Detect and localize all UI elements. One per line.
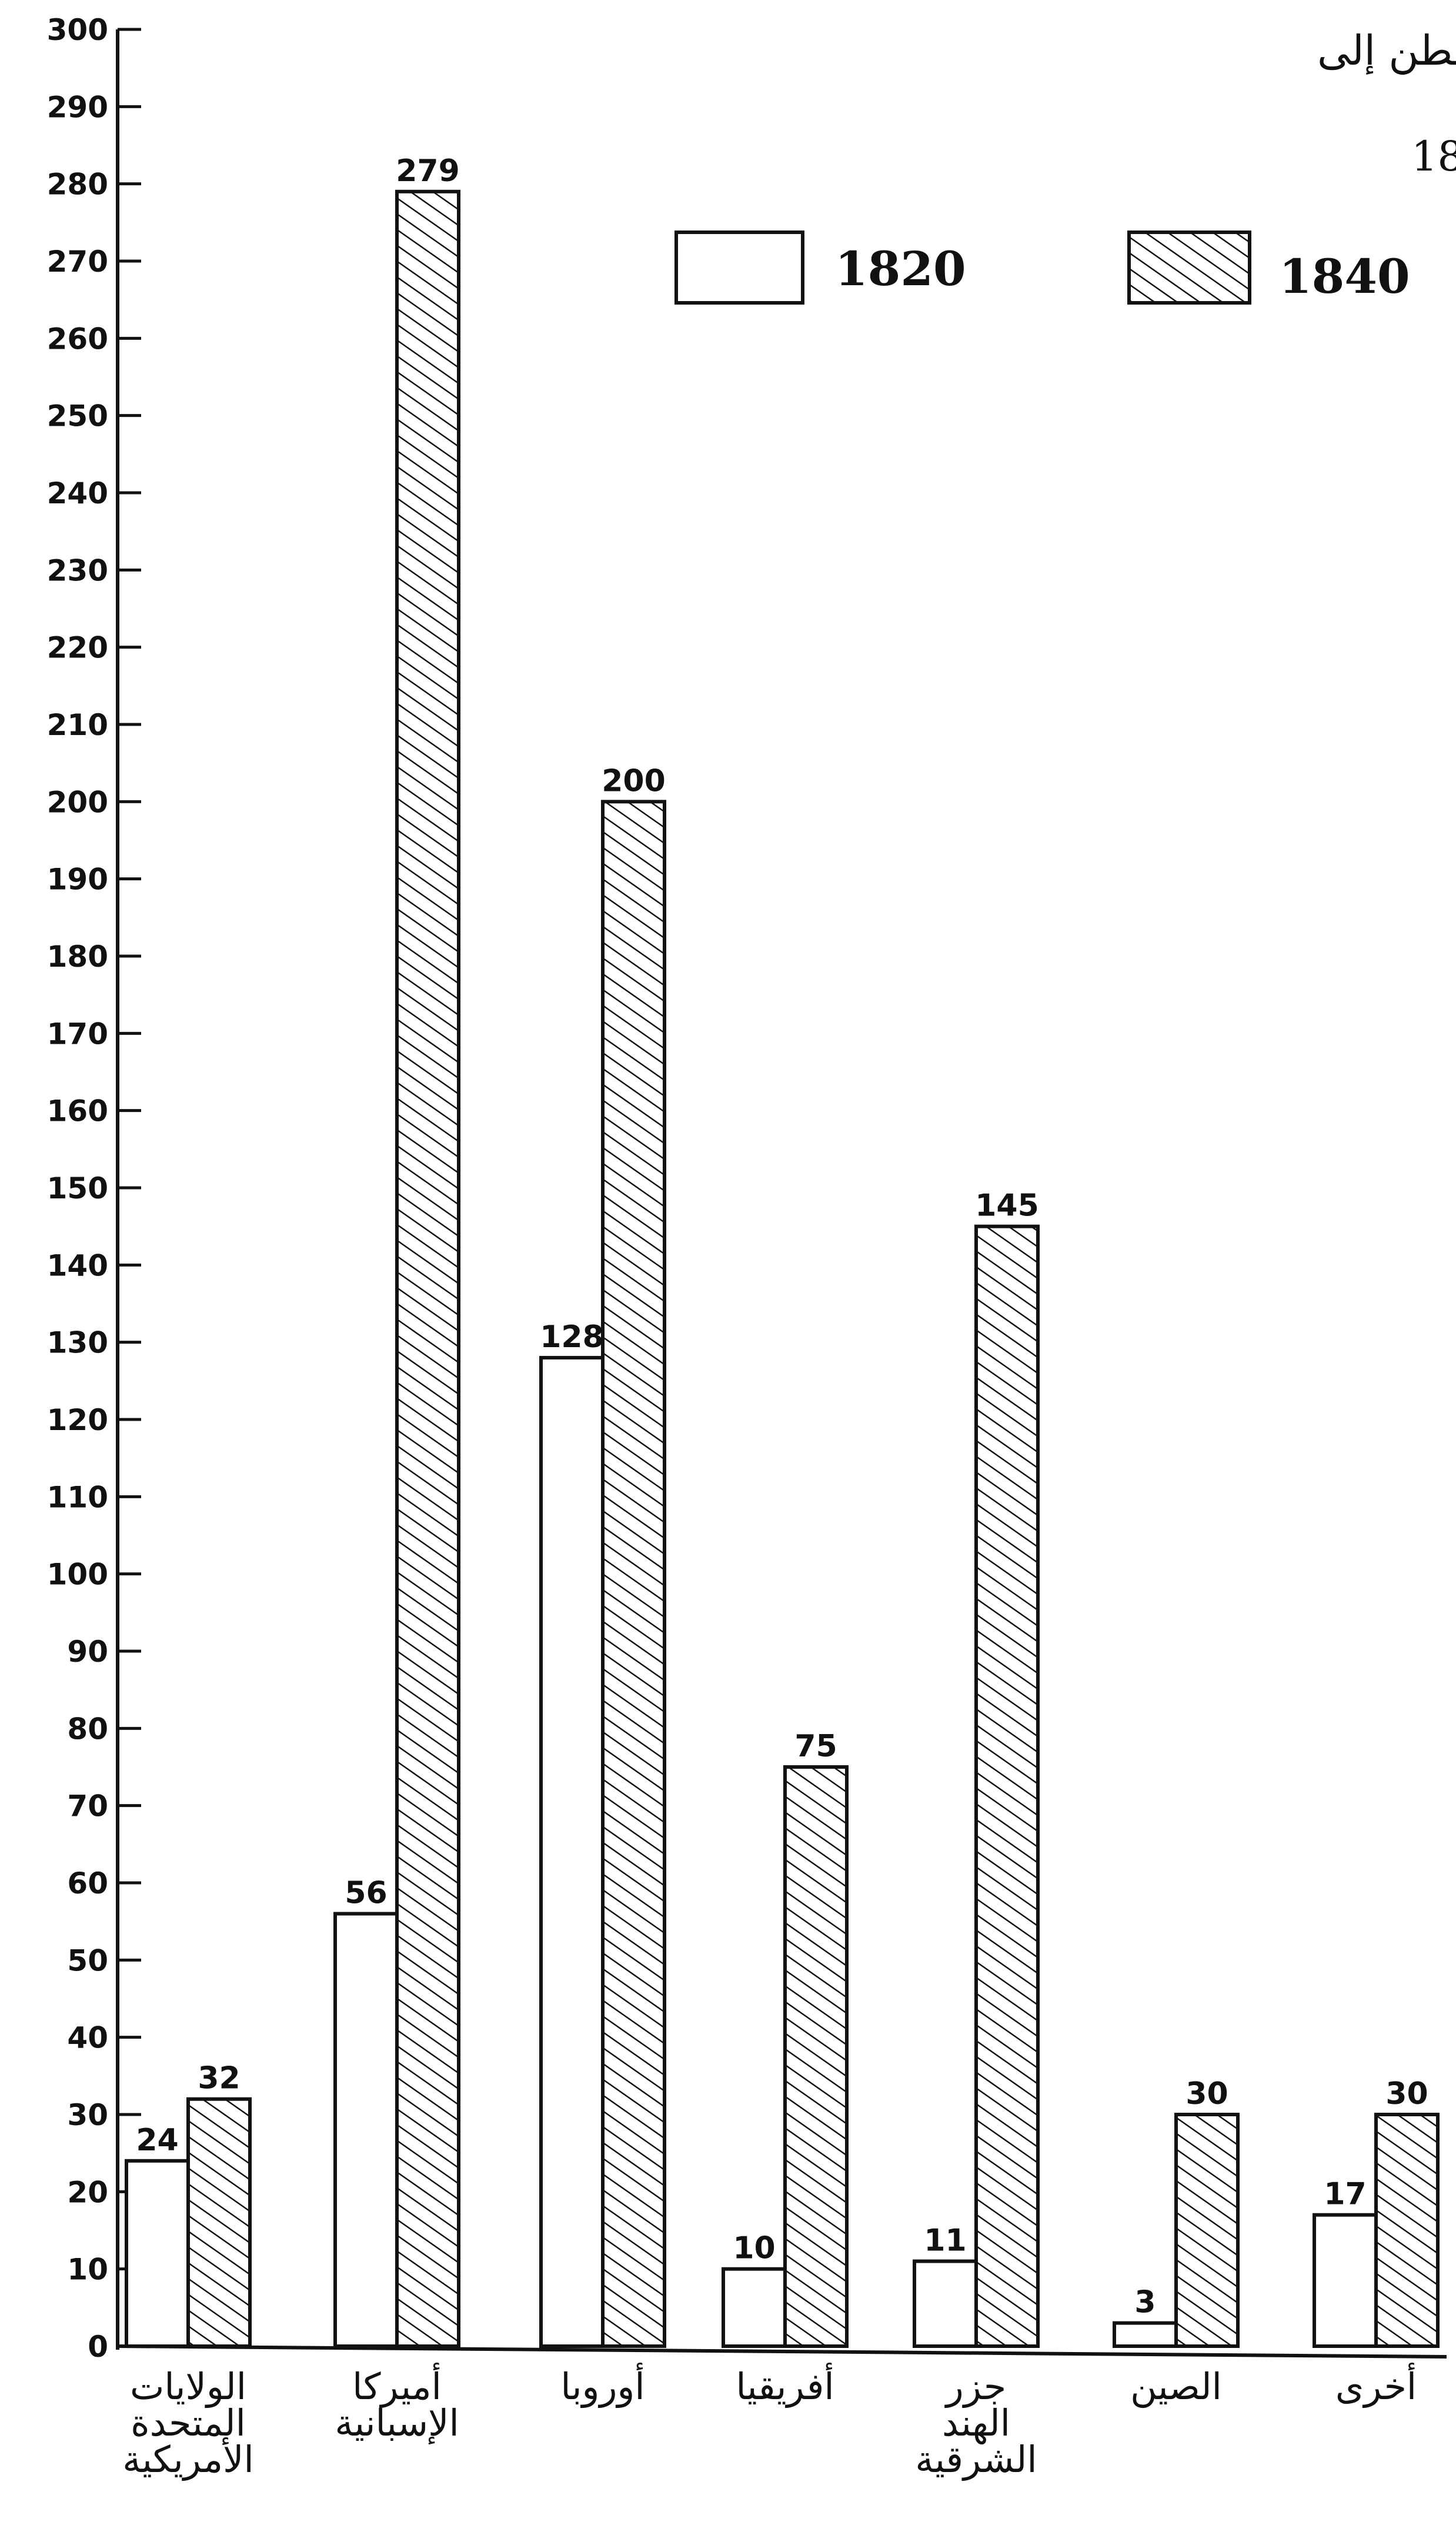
data-label-1820: 128	[540, 1320, 604, 1355]
y-tick-label: 160	[47, 1094, 108, 1128]
bar-1840	[601, 800, 666, 2349]
y-tick-label: 240	[47, 476, 108, 510]
axes: 0 10 20 30 40 50 60 70 80 90 100 110 120 130 140 150 160…	[47, 13, 1447, 2364]
chart-title: صادرات بريطانيا من القطن إلى مختلف العال…	[1317, 26, 1456, 181]
title-line-2: مختلف العالم في عامي -- 1820 و 1840	[1411, 132, 1456, 181]
data-label-1840: 30	[1185, 2076, 1228, 2112]
category-label: الأمريكية	[122, 2437, 253, 2481]
data-label-1820: 24	[136, 2123, 178, 2158]
y-tick-label: 30	[67, 2098, 108, 2132]
category-label: الإسبانية	[335, 2401, 459, 2444]
y-tick-label: 270	[47, 245, 108, 279]
data-label-1840: 75	[794, 1729, 837, 1764]
legend-label-1820: 1820	[835, 241, 966, 296]
category-label: أميركا	[352, 2362, 442, 2409]
bar-1820	[1313, 2213, 1378, 2349]
y-tick-label: 100	[47, 1558, 108, 1592]
bar-1820	[333, 1912, 399, 2349]
y-tick-label: 190	[47, 863, 108, 897]
y-tick-label: 170	[47, 1017, 108, 1051]
category-label: الهند	[942, 2401, 1010, 2445]
y-tick-label: 180	[47, 940, 108, 974]
y-tick-label: 290	[47, 90, 108, 124]
legend-swatch-1840	[1127, 231, 1251, 305]
y-tick-label: 40	[67, 2021, 108, 2055]
y-tick-label: 10	[67, 2253, 108, 2287]
y-tick-label: 0	[88, 2330, 108, 2364]
bar-1840	[395, 189, 460, 2348]
bar-1840	[186, 2097, 252, 2349]
data-labels: 24 32 56 279 128 200 10 75 11 145 3 30 17 30	[136, 153, 1428, 2320]
y-tick-label: 60	[67, 1866, 108, 1900]
y-tick-label: 140	[47, 1248, 108, 1282]
legend-swatch-1820	[674, 231, 804, 305]
bar-1820	[125, 2159, 190, 2349]
y-tick-label: 120	[47, 1403, 108, 1437]
y-tick-label: 110	[47, 1480, 108, 1514]
y-tick-label: 280	[47, 168, 108, 202]
category-label: أوروبا	[560, 2362, 644, 2409]
title-line-1: صادرات بريطانيا من القطن إلى	[1317, 26, 1456, 75]
y-tick-label: 210	[47, 708, 108, 742]
y-tick-label: 260	[47, 322, 108, 356]
data-label-1820: 11	[924, 2223, 966, 2259]
category-label: أخرى	[1335, 2362, 1417, 2409]
bar-1840	[1174, 2113, 1240, 2348]
data-label-1840: 279	[396, 153, 460, 189]
y-tick-label: 80	[67, 1712, 108, 1746]
y-tick-label: 200	[47, 785, 108, 819]
category-label: الولايات	[130, 2365, 246, 2409]
category-label: المتحدة	[131, 2401, 246, 2444]
bar-1840	[783, 1765, 849, 2348]
bar-1840	[974, 1224, 1040, 2349]
data-label-1820: 10	[733, 2231, 775, 2266]
bar-1820	[722, 2267, 787, 2349]
y-tick-label: 150	[47, 1171, 108, 1205]
bar-1820	[1113, 2321, 1178, 2349]
y-tick-label: 90	[67, 1635, 108, 1669]
bars	[125, 189, 1440, 2349]
y-tick-label: 130	[47, 1326, 108, 1360]
data-label-1820: 17	[1324, 2177, 1366, 2212]
category-label: جزر	[944, 2365, 1006, 2409]
y-tick-label: 220	[47, 631, 108, 665]
legend: 1820 1840	[674, 231, 1410, 305]
bar-1820	[913, 2259, 978, 2349]
bar-1820	[539, 1355, 605, 2348]
y-tick-label: 70	[67, 1789, 108, 1823]
data-label-1840: 30	[1385, 2076, 1428, 2112]
data-label-1840: 200	[602, 763, 666, 799]
category-label: أفريقيا	[736, 2362, 834, 2409]
category-label: الصين	[1130, 2365, 1222, 2409]
category-label: الشرقية	[915, 2438, 1037, 2481]
data-label-1840: 32	[198, 2061, 240, 2096]
bar-1840	[1374, 2113, 1440, 2348]
legend-label-1840: 1840	[1279, 249, 1410, 304]
data-label-1840: 145	[975, 1188, 1039, 1224]
y-tick-label: 20	[67, 2175, 108, 2209]
y-tick-label: 230	[47, 553, 108, 587]
data-label-1820: 3	[1134, 2285, 1156, 2320]
y-tick-label: 250	[47, 399, 108, 433]
y-tick-label: 300	[47, 13, 108, 47]
y-tick-label: 50	[67, 1943, 108, 1977]
data-label-1820: 56	[345, 1876, 387, 1911]
